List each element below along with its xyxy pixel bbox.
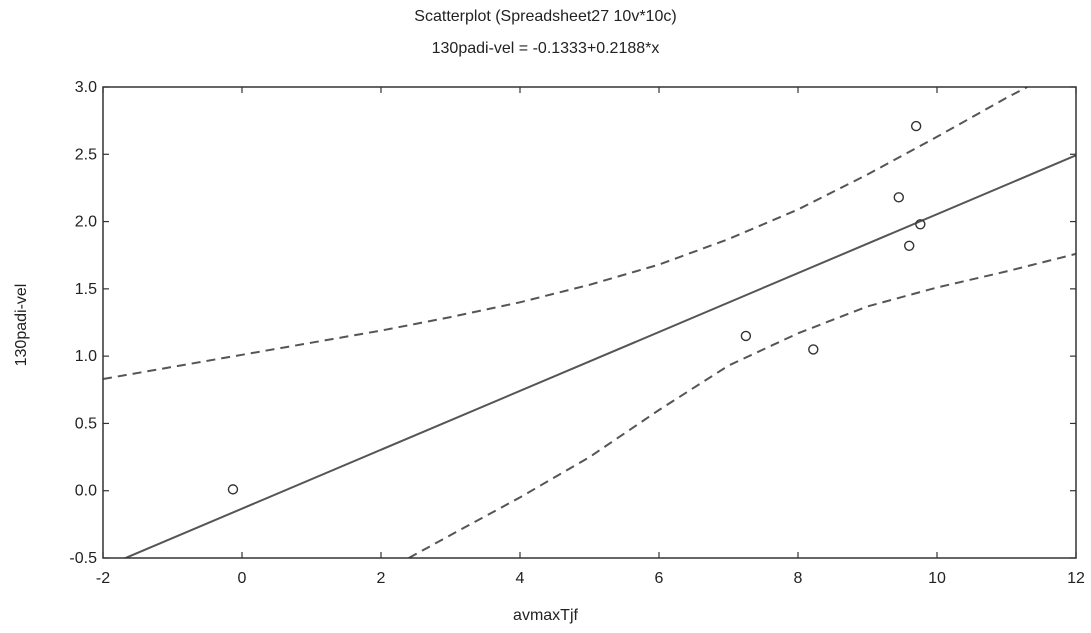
y-tick-label: 0.0 — [75, 483, 97, 500]
y-tick-label: 2.0 — [75, 214, 97, 231]
y-tick-label: -0.5 — [69, 550, 97, 567]
data-point — [904, 240, 915, 251]
x-tick-label: 6 — [655, 570, 664, 587]
x-axis-label: avmaxTjf — [513, 607, 578, 624]
data-point — [808, 344, 819, 355]
lower-confidence-line — [408, 252, 1076, 558]
y-tick-label: 2.5 — [75, 146, 97, 163]
y-tick-label: 1.5 — [75, 281, 97, 298]
data-points-group — [227, 120, 926, 495]
data-point — [227, 484, 239, 495]
plot-frame — [102, 86, 1077, 559]
x-tick-label: 4 — [516, 570, 525, 587]
confidence-band-group — [103, 87, 1076, 558]
regression-line-group — [122, 154, 1076, 558]
x-tick-label: 2 — [377, 570, 386, 587]
chart-title: Scatterplot (Spreadsheet27 10v*10c) — [414, 8, 677, 25]
data-point — [893, 192, 904, 203]
x-tick-label: 8 — [794, 570, 803, 587]
y-tick-label: 1.0 — [75, 348, 97, 365]
data-point — [740, 330, 752, 342]
x-tick-label: -2 — [96, 570, 110, 587]
upper-confidence-line — [103, 87, 1028, 380]
regression-line — [122, 154, 1076, 558]
y-tick-label: 0.5 — [75, 415, 97, 432]
chart-subtitle: 130padi-vel = -0.1333+0.2188*x — [431, 40, 660, 57]
y-tick-label: 3.0 — [75, 79, 97, 96]
data-point — [910, 120, 922, 132]
x-tick-label: 10 — [928, 570, 946, 587]
axes-group: -2 0 2 4 6 8 10 12 -0.5 0.0 0.5 1.0 1.5 2.0 2.5 3.0 — [69, 79, 1085, 587]
x-tick-label: 0 — [238, 570, 247, 587]
x-tick-label: 12 — [1067, 570, 1085, 587]
data-point — [915, 219, 926, 230]
